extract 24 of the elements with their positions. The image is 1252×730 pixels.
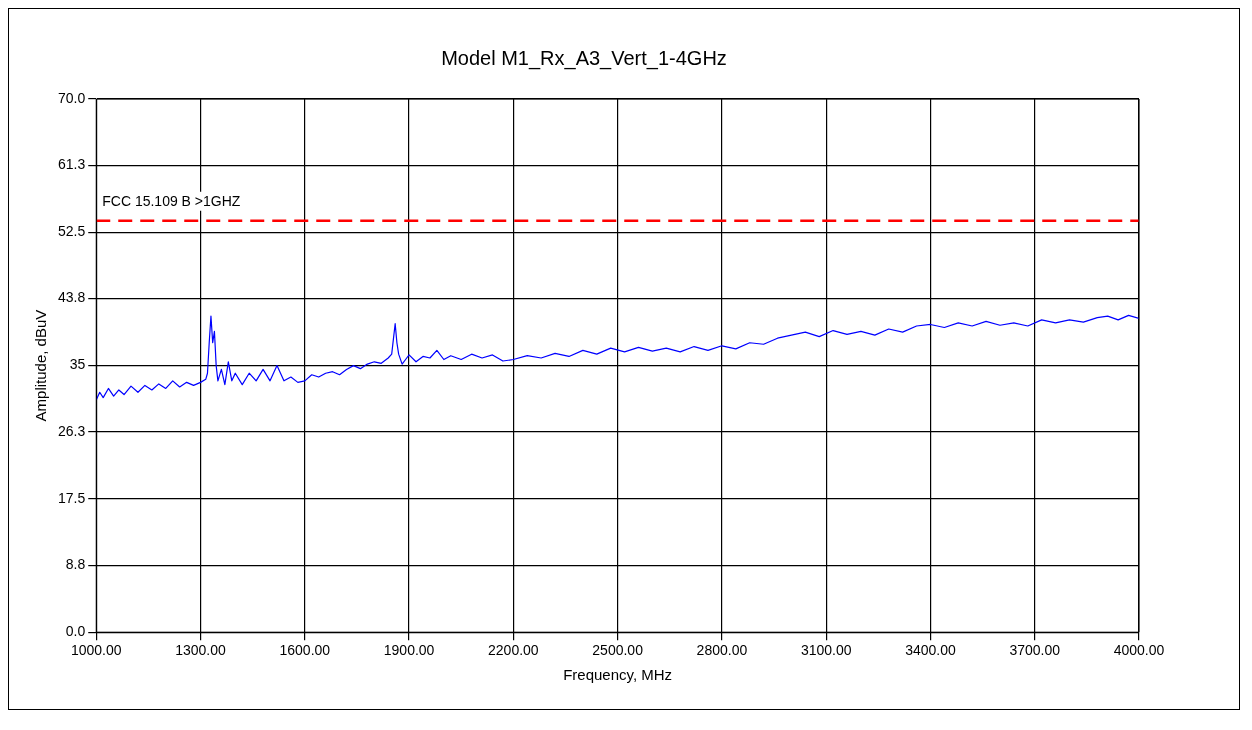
y-tick-label: 43.8 xyxy=(58,289,86,306)
x-tick-label: 3400.00 xyxy=(905,642,956,659)
x-tick-label: 3100.00 xyxy=(800,642,852,659)
y-tick-label: 61.3 xyxy=(58,156,86,173)
x-tick-label: 1000.00 xyxy=(70,642,122,659)
chart-title: Model M1_Rx_A3_Vert_1-4GHz xyxy=(441,46,727,70)
y-tick-label: 70.0 xyxy=(58,89,86,106)
y-tick-label: 52.5 xyxy=(58,223,86,240)
x-tick-label: 1600.00 xyxy=(279,642,331,659)
y-tick-label: 26.3 xyxy=(58,422,86,439)
y-axis-title: Amplitude, dBuV xyxy=(32,309,50,422)
ref-line-label: FCC 15.109 B >1GHZ xyxy=(102,192,241,209)
x-tick-label: 3700.00 xyxy=(1009,642,1061,659)
x-tick-label: 2500.00 xyxy=(592,642,644,659)
x-tick-label: 4000.00 xyxy=(1113,642,1165,659)
y-tick-label: 0.0 xyxy=(65,623,86,640)
x-tick-label: 1300.00 xyxy=(175,642,227,659)
y-tick-label: 8.8 xyxy=(65,556,86,573)
x-tick-label: 2800.00 xyxy=(696,642,748,659)
y-tick-label: 17.5 xyxy=(58,489,86,506)
y-tick-label: 35 xyxy=(69,356,86,373)
x-axis-title: Frequency, MHz xyxy=(563,666,673,684)
x-tick-label: 1900.00 xyxy=(383,642,435,659)
x-tick-label: 2200.00 xyxy=(488,642,539,659)
